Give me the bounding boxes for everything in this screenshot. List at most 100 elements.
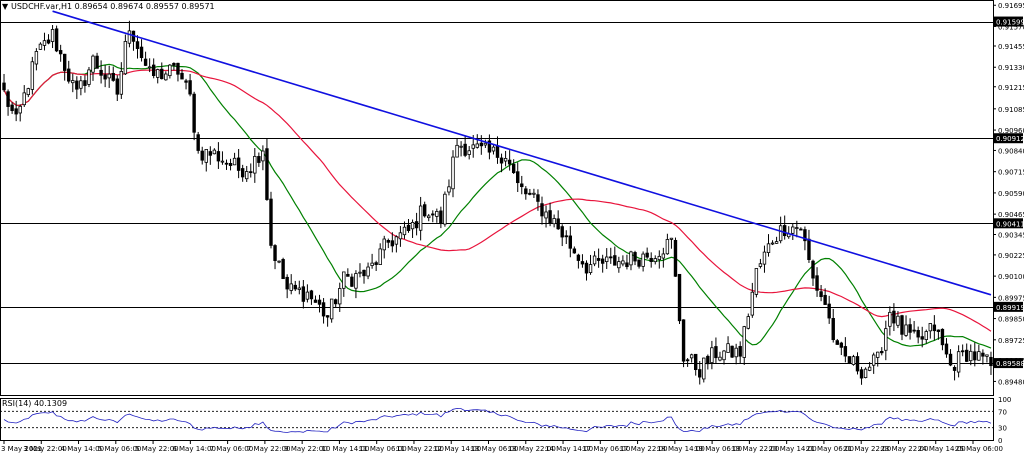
price-level-value: 0.90411 — [996, 220, 1024, 228]
candle — [107, 65, 111, 88]
rsi-frame — [0, 398, 994, 441]
candle — [406, 219, 411, 233]
candle — [435, 208, 439, 223]
candle — [479, 135, 484, 155]
candle — [394, 235, 399, 253]
candle — [665, 233, 670, 255]
candle — [115, 75, 119, 102]
candle — [694, 353, 698, 376]
candle — [511, 159, 516, 174]
candle — [265, 138, 269, 201]
candle — [564, 230, 568, 245]
time-tick-label: 7 May 22:00 — [247, 445, 291, 453]
candle — [851, 354, 856, 366]
candle — [750, 282, 755, 318]
candle — [544, 205, 548, 228]
chart-frame — [0, 0, 994, 396]
price-tick-label: 0.91455 — [998, 43, 1024, 51]
candle — [807, 229, 811, 263]
time-tick-label: 19 May 06:00 — [694, 445, 742, 453]
candle — [855, 352, 860, 375]
candle — [730, 345, 734, 359]
candle — [67, 60, 71, 84]
candle — [10, 102, 14, 114]
candle — [617, 256, 621, 273]
chart-header: USDCHF.var,H1 0.89654 0.89674 0.89557 0.… — [11, 2, 215, 11]
candle — [99, 60, 103, 84]
candle — [204, 148, 208, 172]
candle — [463, 135, 467, 158]
candle — [629, 250, 633, 271]
candle — [499, 153, 504, 173]
candle — [42, 32, 47, 51]
price-tick-label: 0.89975 — [998, 294, 1024, 302]
price-level-tag: 0.89588 — [994, 358, 1024, 369]
price-level-value: 0.91599 — [996, 19, 1024, 27]
candle — [863, 367, 868, 379]
time-tick-label: 23 May 22:00 — [880, 445, 928, 453]
candle — [928, 323, 933, 339]
candle — [325, 315, 330, 327]
candle — [912, 321, 916, 334]
candle — [487, 134, 492, 160]
candle — [609, 247, 613, 264]
time-tick-label: 5 May 22:00 — [135, 445, 179, 453]
candle — [358, 263, 362, 278]
candle — [414, 212, 419, 236]
candle — [22, 85, 26, 107]
candle — [123, 34, 128, 75]
candle — [924, 329, 928, 344]
time-tick-label: 13 May 06:00 — [471, 445, 519, 453]
price-tick-label: 0.91695 — [998, 2, 1024, 10]
candle — [722, 349, 726, 365]
candle — [269, 191, 273, 249]
candle — [920, 326, 924, 348]
header-arrow[interactable]: ▼ — [2, 2, 9, 11]
candle — [289, 274, 293, 295]
candle — [867, 361, 872, 372]
candle — [71, 73, 75, 93]
candle — [673, 237, 678, 277]
candle — [281, 257, 285, 280]
price-level-tag: 0.90912 — [994, 133, 1024, 144]
moving-averages — [3, 63, 992, 349]
candle — [200, 146, 204, 165]
candle — [633, 250, 637, 266]
candle — [726, 336, 730, 353]
candle — [981, 349, 985, 365]
candle — [172, 62, 176, 71]
candle — [176, 62, 180, 82]
candle — [969, 344, 973, 366]
candle — [584, 260, 589, 281]
candle — [758, 258, 763, 269]
candle — [346, 268, 350, 277]
time-tick-label: 14 May 14:00 — [545, 445, 593, 453]
time-tick-label: 3 May 2021 — [1, 445, 42, 453]
candle — [831, 308, 835, 343]
price-tick-label: 0.90345 — [998, 232, 1024, 240]
candle — [483, 139, 488, 148]
candle — [977, 344, 981, 361]
candle — [827, 295, 831, 324]
candle — [297, 280, 301, 295]
candle — [568, 226, 573, 258]
candle — [669, 237, 674, 249]
time-tick-label: 7 May 06:00 — [210, 445, 254, 453]
time-tick-label: 12 May 14:00 — [433, 445, 481, 453]
candle — [560, 224, 564, 247]
candle — [30, 56, 35, 95]
price-level-tag: 0.89919 — [994, 301, 1024, 312]
candle — [87, 66, 91, 88]
candle — [548, 202, 552, 227]
time-tick-label: 11 May 06:00 — [359, 445, 407, 453]
candle — [839, 341, 844, 356]
candle — [431, 210, 435, 223]
candle — [14, 100, 18, 122]
rsi-scale-label: 100 — [998, 396, 1011, 404]
candle — [58, 44, 63, 62]
candle — [83, 75, 87, 93]
